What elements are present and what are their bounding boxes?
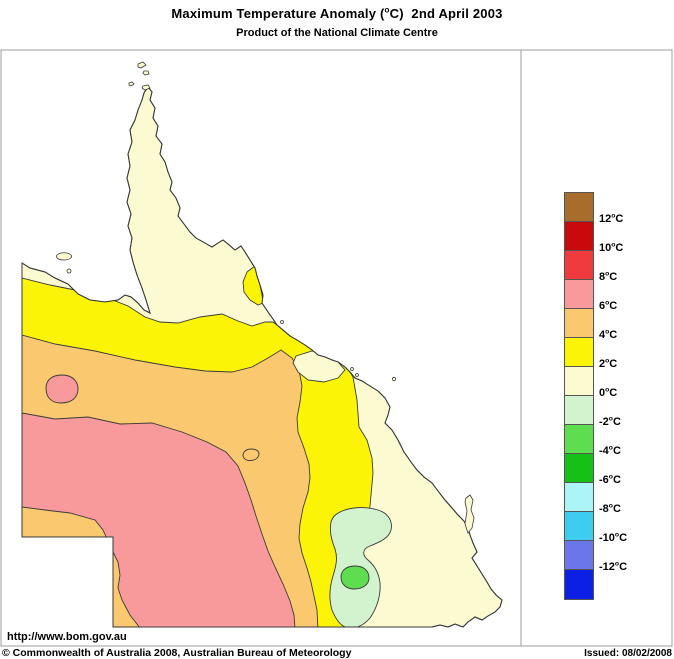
- legend-label: 10oC: [599, 241, 624, 254]
- legend-label: 12oC: [599, 212, 624, 225]
- legend-swatch-orange: [565, 309, 593, 338]
- island-fraser: [464, 494, 475, 534]
- island-orange-in-pink: [242, 448, 260, 461]
- legend-swatches: [564, 192, 594, 600]
- state-queensland-outline: [21, 86, 503, 628]
- legend-label: -6oC: [599, 473, 621, 486]
- legend-label: -12oC: [599, 560, 628, 573]
- legend-swatch-blue: [565, 570, 593, 599]
- island-torres-3: [128, 81, 135, 87]
- legend-swatch-blue_violet: [565, 541, 593, 570]
- footer-copyright: © Commonwealth of Australia 2008, Austra…: [2, 647, 352, 659]
- legend-swatch-pink: [565, 280, 593, 309]
- legend-label: 8oC: [599, 270, 618, 283]
- island-near-cairns: [280, 320, 284, 324]
- footer-issued-date: Issued: 08/02/2008: [584, 648, 672, 659]
- island-torres-4: [141, 84, 151, 91]
- island-whitsunday-2: [355, 373, 359, 377]
- legend-label: -10oC: [599, 531, 628, 544]
- islands: [56, 61, 475, 534]
- band-pink-6-8: [22, 412, 296, 627]
- anomaly-bands: [22, 265, 392, 627]
- legend-swatch-pale_cyan: [565, 483, 593, 512]
- island-torres-2: [142, 70, 150, 76]
- island-whitsunday-1: [350, 367, 354, 371]
- legend-swatch-dark_red: [565, 222, 593, 251]
- legend-swatch-red: [565, 251, 593, 280]
- legend-label: 2oC: [599, 357, 618, 370]
- island-torres-1: [137, 61, 147, 69]
- map-frame: [0, 49, 673, 647]
- legend-swatch-light_green: [565, 425, 593, 454]
- legend-swatch-brown: [565, 193, 593, 222]
- legend-label: 6oC: [599, 299, 618, 312]
- legend-label: -8oC: [599, 502, 621, 515]
- legend-label: -2oC: [599, 415, 621, 428]
- legend-label: 0oC: [599, 386, 618, 399]
- footer-url: http://www.bom.gov.au: [7, 631, 127, 643]
- legend-swatch-yellow: [565, 338, 593, 367]
- island-mornington: [56, 252, 72, 261]
- legend-swatch-pale_green: [565, 396, 593, 425]
- legend-swatch-cream: [565, 367, 593, 396]
- island-small-gulf: [66, 268, 72, 274]
- legend-label: -4oC: [599, 444, 621, 457]
- core-light-green: [340, 565, 370, 590]
- blob-pink-northwest: [45, 374, 79, 404]
- legend-swatch-cyan: [565, 512, 593, 541]
- legend-labels: 12oC 10oC 8oC 6oC 4oC 2oC 0oC -2oC -4oC -6oC -8oC -…: [599, 192, 671, 612]
- page-title: Maximum Temperature Anomaly (oC) 2nd Apr…: [171, 5, 503, 21]
- page-subtitle: Product of the National Climate Centre: [236, 27, 438, 39]
- island-capricorn: [391, 376, 397, 382]
- legend-label: 4oC: [599, 328, 618, 341]
- legend-swatch-green: [565, 454, 593, 483]
